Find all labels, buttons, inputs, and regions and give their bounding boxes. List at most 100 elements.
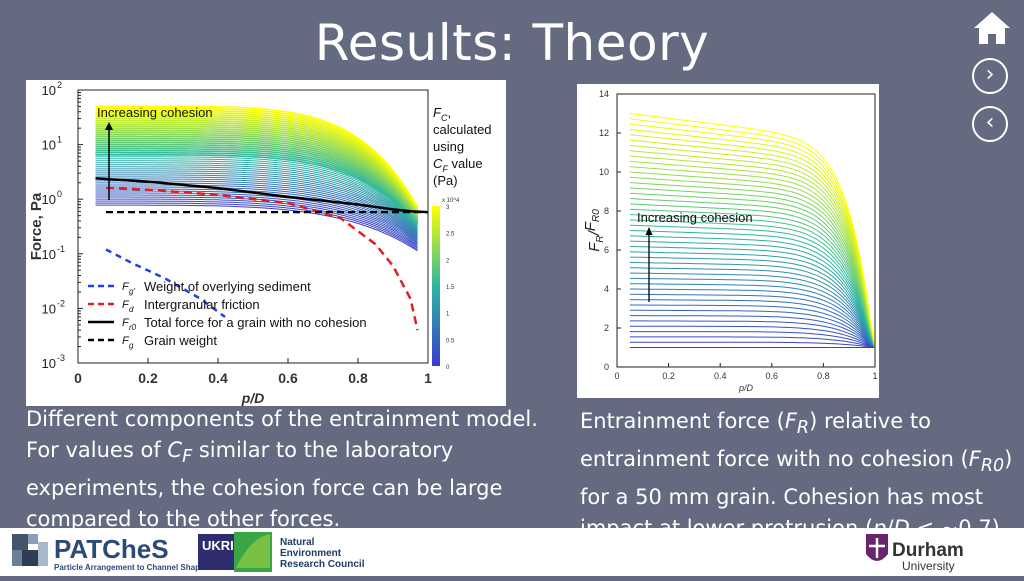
x-tick-label: 0: [74, 370, 82, 386]
ratio-curve: [629, 192, 876, 348]
y-tick-label: 10: [42, 301, 56, 316]
legend-symbol-sub: d: [129, 305, 134, 314]
cohesion-curve: [95, 115, 419, 211]
durham-name: Durham: [892, 540, 964, 561]
cohesion-curve: [95, 139, 419, 220]
y-axis-label: FR/FR0: [582, 209, 606, 252]
ratio-curve: [629, 293, 876, 348]
ratio-curve: [629, 341, 876, 348]
cohesion-curve: [95, 172, 418, 233]
ratio-curve: [629, 144, 876, 348]
cohesion-curve: [95, 121, 419, 213]
colorbar-tick-label: 1.5: [446, 285, 455, 291]
x-tick-label: 0.4: [714, 371, 727, 381]
ratio-curve: [629, 150, 876, 348]
y-tick-exponent: -2: [57, 298, 65, 308]
cohesion-curve: [95, 131, 419, 217]
caption-left-line-2: For values of CF similar to the laborato…: [26, 438, 454, 468]
ratio-curve: [629, 219, 876, 348]
legend-symbol-sub: g: [129, 341, 134, 350]
legend-label-1: Weight of overlying sediment: [144, 279, 311, 294]
y-tick-label: 6: [604, 245, 609, 255]
ratio-curve: [629, 288, 876, 348]
cohesion-curve: [95, 107, 419, 209]
cohesion-curve: [95, 143, 419, 221]
colorbar-title-line-5: (Pa): [433, 173, 458, 188]
ratio-curve: [629, 139, 876, 348]
legend-label-3: Total force for a grain with no cohesion: [144, 315, 367, 330]
caption-left-line-3: experiments, the cohesion force can be l…: [26, 476, 503, 501]
ratio-curve: [629, 267, 876, 348]
cohesion-curve: [95, 202, 418, 250]
chevron-left-icon[interactable]: ‹: [972, 106, 1008, 142]
caption-left: Different components of the entrainment …: [26, 404, 566, 535]
ratio-curve: [629, 235, 876, 348]
colorbar-tick-label: 2: [446, 258, 450, 264]
chevron-right-icon[interactable]: ›: [972, 58, 1008, 94]
series-line-3: [95, 177, 429, 214]
y-tick-exponent: -1: [57, 244, 65, 254]
x-tick-label: 0.8: [348, 370, 368, 386]
y-tick-label: 2: [604, 323, 609, 333]
slide-title: Results: Theory: [314, 14, 710, 72]
plot-frame: [616, 93, 876, 368]
cohesion-curve: [95, 123, 419, 214]
footer-bar: PATCheS Particle Arrangement to Channel …: [0, 528, 1024, 576]
x-tick-label: 0.8: [817, 371, 830, 381]
colorbar-scale-label: x 10^4: [442, 198, 460, 204]
cohesion-curve: [95, 111, 419, 210]
colorbar: [432, 206, 440, 366]
nerc-line-2: Environment: [280, 548, 342, 559]
y-tick-label: 10: [42, 247, 56, 262]
cohesion-curve: [95, 141, 419, 221]
cohesion-curve: [95, 194, 418, 245]
ratio-curve: [629, 118, 876, 348]
cohesion-curve: [95, 137, 419, 219]
cohesion-curve: [95, 119, 419, 213]
ratio-curve: [629, 113, 876, 348]
ratio-chart-panel: 0 2 4 6 8 10 12 14 0 0.2 0.4 0.6 0.8 1 p/D FR/FR0 Increa…: [577, 84, 879, 398]
ratio-curve: [629, 325, 876, 348]
caption-right-line-2: entrainment force with no cohesion (FR0): [580, 447, 1013, 477]
cohesion-curve: [95, 109, 419, 209]
legend-symbol: F: [122, 299, 130, 311]
ratio-curve: [629, 198, 876, 348]
cohesion-curve: [95, 164, 418, 229]
nerc-line-1: Natural: [280, 537, 315, 548]
nerc-line-3: Research Council: [280, 559, 365, 570]
x-tick-label: 0: [614, 371, 619, 381]
cohesion-curve: [95, 133, 419, 218]
cohesion-curve: [95, 125, 419, 215]
home-icon[interactable]: [972, 8, 1012, 48]
y-tick-label: 10: [599, 167, 609, 177]
ratio-curve: [629, 171, 876, 348]
colorbar-title-line-3: using: [433, 139, 464, 154]
colorbar-tick-label: 1: [446, 312, 450, 318]
colorbar-tick-label: 2.5: [446, 232, 455, 238]
ratio-curve: [629, 331, 876, 348]
ratio-curve: [629, 208, 876, 348]
cohesion-curve: [95, 176, 418, 235]
annotation-arrowhead: [105, 122, 113, 130]
ratio-curve: [629, 251, 876, 348]
y-tick-exponent: 1: [57, 135, 62, 145]
cohesion-curve: [95, 151, 419, 224]
x-axis-label: p/D: [738, 383, 754, 393]
ratio-curve: [629, 129, 876, 348]
y-tick-exponent: -3: [57, 353, 65, 363]
ratio-curve: [629, 299, 876, 348]
ratio-curve: [629, 176, 876, 348]
ratio-curve: [629, 155, 876, 348]
patches-tagline: Particle Arrangement to Channel Shape: [54, 563, 205, 572]
y-tick-label: 10: [42, 83, 56, 98]
ratio-curve: [629, 336, 876, 348]
cohesion-curve: [95, 184, 418, 239]
y-tick-label: 12: [599, 128, 609, 138]
caption-right-line-3: for a 50 mm grain. Cohesion has most: [580, 485, 984, 510]
cohesion-curve: [95, 147, 419, 223]
cohesion-curve: [95, 192, 418, 244]
series-line-2: [105, 186, 419, 331]
x-tick-label: 1: [424, 370, 432, 386]
cohesion-curve: [95, 105, 419, 208]
y-tick-exponent: 0: [57, 189, 62, 199]
